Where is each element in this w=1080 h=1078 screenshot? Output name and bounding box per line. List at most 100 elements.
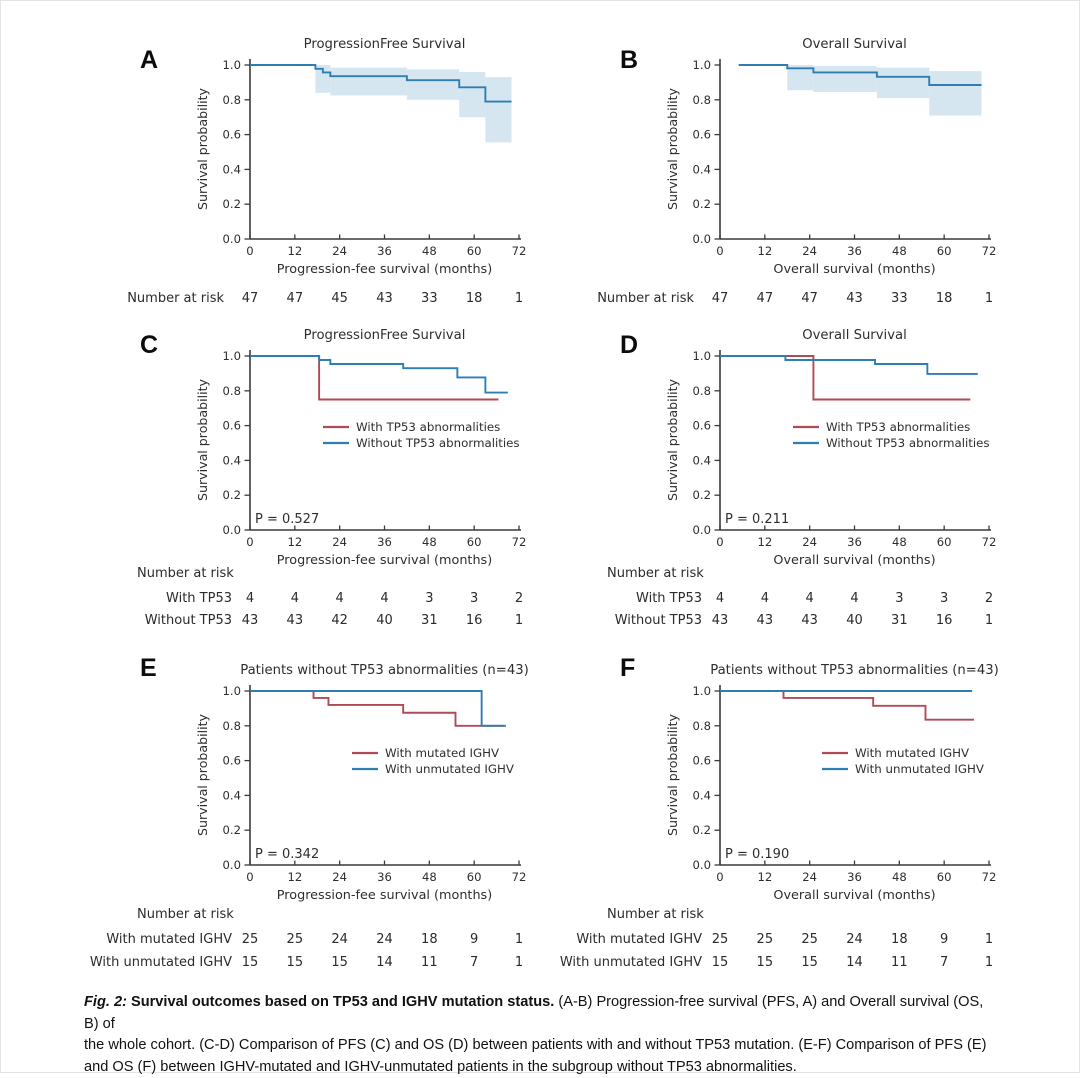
- y-tick-label: 0.0: [223, 523, 241, 537]
- risk-count: 24: [331, 932, 348, 947]
- x-tick-label: 72: [512, 870, 527, 884]
- risk-row-label: With TP53: [166, 591, 232, 606]
- x-tick-label: 48: [422, 870, 437, 884]
- y-tick-label: 0.4: [223, 453, 241, 467]
- panel-B-svg: Overall Survival 0.0 0.2 0.4 0.6 0.8 1.0 0 12 24 3…: [665, 37, 996, 277]
- x-tick-label: 36: [377, 870, 392, 884]
- risk-count: 18: [891, 932, 908, 947]
- risk-count: 16: [935, 613, 953, 628]
- risk-count: 15: [756, 955, 774, 970]
- risk-count: 15: [331, 955, 348, 970]
- risk-table-header: Number at risk: [607, 566, 704, 581]
- caption-fig-label: Fig. 2:: [84, 994, 127, 1010]
- risk-count: 15: [241, 955, 259, 970]
- y-tick-label: 0.0: [693, 858, 711, 872]
- p-value-label: P = 0.342: [255, 847, 319, 862]
- x-tick-label: 72: [512, 535, 527, 549]
- legend-label: With mutated IGHV: [385, 746, 499, 760]
- x-axis-label: Overall survival (months): [773, 553, 935, 568]
- risk-count: 25: [241, 932, 259, 947]
- y-axis-label: Survival probability: [195, 378, 210, 501]
- x-tick-label: 0: [246, 535, 253, 549]
- y-tick-label: 0.2: [223, 488, 241, 502]
- x-tick-label: 60: [467, 244, 482, 258]
- risk-count: 31: [421, 613, 438, 628]
- risk-count: 9: [940, 932, 949, 947]
- x-tick-label: 72: [512, 244, 527, 258]
- x-tick-label: 60: [937, 870, 952, 884]
- risk-count: 3: [895, 591, 904, 606]
- panel-letter-F: F: [620, 654, 636, 682]
- risk-count: 4: [335, 591, 344, 606]
- risk-count: 4: [290, 591, 299, 606]
- y-tick-label: 0.6: [693, 419, 711, 433]
- panel-E-svg: Patients without TP53 abnormalities (n=4…: [195, 663, 529, 903]
- caption-line-1-rest: (A-B) Progression-free survival (PFS, A)…: [84, 994, 984, 1032]
- risk-count: 14: [846, 955, 863, 970]
- risk-count: 11: [891, 955, 908, 970]
- y-tick-label: 0.8: [223, 384, 241, 398]
- x-axis-label: Overall survival (months): [773, 262, 935, 277]
- chart-title: ProgressionFree Survival: [304, 328, 466, 343]
- x-tick-label: 36: [847, 535, 862, 549]
- panel-F-chart: Patients without TP53 abnormalities (n=4…: [662, 653, 1007, 909]
- y-tick-label: 1.0: [223, 684, 241, 698]
- x-tick-label: 60: [467, 870, 482, 884]
- panel-C-svg: ProgressionFree Survival 0.0 0.2 0.4 0.6 0.8 1…: [195, 328, 527, 568]
- y-axis-label: Survival probability: [665, 713, 680, 836]
- x-tick-label: 0: [716, 244, 723, 258]
- risk-count: 2: [984, 591, 994, 606]
- x-tick-label: 12: [757, 870, 772, 884]
- risk-count: 1: [984, 932, 994, 947]
- y-tick-label: 0.2: [693, 197, 711, 211]
- risk-row-label: Number at risk: [597, 291, 694, 306]
- km-curve-blue: [738, 64, 982, 86]
- y-tick-label: 1.0: [693, 349, 711, 363]
- risk-count: 15: [801, 955, 818, 970]
- risk-count: 2: [514, 591, 524, 606]
- panel-letter-E: E: [140, 654, 157, 682]
- panel-A-svg: ProgressionFree Survival 0.0 0.2 0.4 0.6 0.8 1…: [195, 37, 527, 277]
- x-tick-label: 12: [287, 870, 302, 884]
- risk-count: 18: [465, 291, 483, 306]
- risk-table-header: Number at risk: [607, 907, 704, 922]
- p-value-label: P = 0.211: [725, 512, 789, 527]
- confidence-band: [406, 69, 460, 100]
- y-tick-label: 0.2: [223, 823, 241, 837]
- risk-count: 43: [241, 613, 259, 628]
- risk-table-header: Number at risk: [137, 907, 234, 922]
- risk-count: 43: [711, 613, 729, 628]
- x-tick-label: 48: [422, 535, 437, 549]
- x-tick-label: 72: [982, 870, 997, 884]
- y-tick-label: 1.0: [223, 58, 241, 72]
- risk-count: 4: [805, 591, 814, 606]
- panel-letter-C: C: [140, 331, 159, 359]
- y-tick-label: 0.0: [693, 232, 711, 246]
- y-tick-label: 0.0: [693, 523, 711, 537]
- risk-count: 18: [935, 291, 953, 306]
- risk-count: 4: [760, 591, 769, 606]
- x-tick-label: 24: [802, 870, 817, 884]
- caption-bold-title: Survival outcomes based on TP53 and IGHV…: [130, 994, 555, 1010]
- x-axis-label: Overall survival (months): [773, 888, 935, 903]
- y-tick-label: 0.4: [693, 453, 711, 467]
- y-tick-label: 0.6: [223, 419, 241, 433]
- risk-row-label: Without TP53: [144, 613, 232, 628]
- risk-count: 7: [470, 955, 479, 970]
- risk-count: 43: [801, 613, 818, 628]
- risk-count: 14: [376, 955, 393, 970]
- risk-row-label: With mutated IGHV: [576, 932, 702, 947]
- y-axis-label: Survival probability: [195, 713, 210, 836]
- risk-count: 1: [514, 932, 524, 947]
- caption-line-3: and OS (F) between IGHV-mutated and IGHV…: [84, 1058, 797, 1075]
- risk-count: 45: [331, 291, 348, 306]
- risk-row-label: With unmutated IGHV: [89, 955, 232, 970]
- risk-count: 47: [241, 291, 259, 306]
- risk-row-label: Without TP53: [614, 613, 702, 628]
- panel-letter-D: D: [620, 331, 639, 359]
- risk-count: 15: [286, 955, 304, 970]
- km-curve-red: [250, 690, 505, 727]
- x-tick-label: 36: [377, 244, 392, 258]
- x-tick-label: 48: [892, 870, 907, 884]
- x-tick-label: 12: [757, 244, 772, 258]
